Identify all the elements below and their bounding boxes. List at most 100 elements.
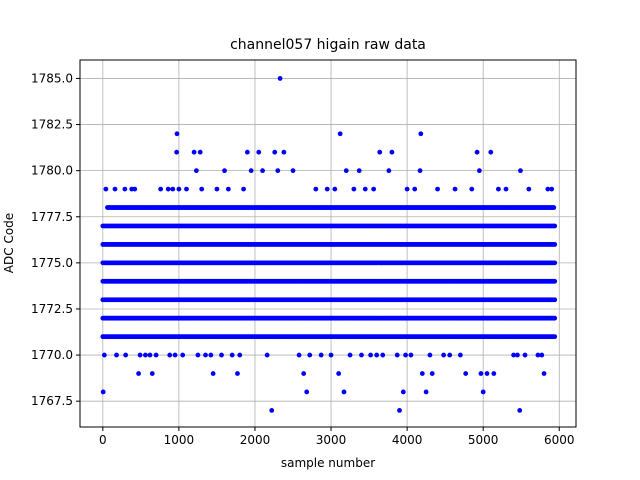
data-point — [149, 371, 155, 376]
data-point — [541, 371, 547, 376]
y-tick-label: 1785.0 — [31, 71, 73, 85]
data-point — [394, 352, 400, 358]
data-point — [552, 278, 558, 284]
data-point — [324, 186, 330, 192]
data-point — [328, 352, 334, 358]
data-point — [214, 186, 220, 192]
data-point — [123, 352, 129, 358]
data-point — [174, 149, 180, 155]
axis-ticks: 0 1000 2000 3000 4000 5000 6000 1767.5 1770.0 177… — [31, 71, 575, 447]
data-point — [195, 352, 201, 358]
data-point — [269, 408, 275, 413]
data-point — [203, 352, 208, 358]
data-point — [165, 186, 171, 192]
data-point — [219, 352, 224, 358]
data-point — [400, 389, 406, 395]
data-point — [174, 131, 180, 137]
data-point — [539, 352, 545, 358]
data-point — [337, 131, 343, 137]
data-point — [488, 149, 494, 155]
data-point — [484, 371, 490, 376]
data-point — [167, 352, 173, 358]
data-point — [248, 168, 254, 174]
data-point — [503, 186, 509, 192]
data-point — [463, 371, 469, 376]
data-point — [147, 352, 153, 358]
data-point — [153, 352, 159, 358]
x-tick-label: 4000 — [392, 433, 423, 447]
x-tick-label: 6000 — [544, 433, 575, 447]
data-point — [362, 186, 368, 192]
data-point — [478, 371, 484, 376]
data-point — [551, 205, 557, 210]
y-tick-label: 1775.0 — [31, 256, 73, 270]
data-point — [347, 352, 353, 358]
x-tick-label: 3000 — [316, 433, 347, 447]
x-tick-label: 5000 — [468, 433, 499, 447]
data-point — [235, 371, 240, 376]
data-point — [199, 186, 205, 192]
data-point — [318, 352, 324, 358]
data-point — [404, 186, 410, 192]
data-point — [260, 168, 265, 174]
data-point — [241, 186, 246, 192]
data-point — [480, 389, 486, 395]
data-point — [132, 186, 138, 192]
data-point — [122, 186, 128, 192]
data-point — [403, 352, 408, 358]
data-point — [277, 76, 283, 81]
data-point — [256, 149, 262, 155]
data-point — [304, 389, 310, 395]
data-point — [222, 168, 227, 174]
plot-frame — [79, 59, 577, 428]
data-point — [377, 149, 383, 155]
data-point — [517, 408, 523, 413]
data-point — [535, 352, 541, 358]
data-point — [491, 371, 497, 376]
data-point — [368, 352, 374, 358]
data-point — [374, 352, 380, 358]
data-point — [103, 186, 109, 192]
y-axis-label: ADC Code — [2, 213, 16, 273]
data-point — [313, 186, 319, 192]
data-point — [515, 352, 520, 358]
x-tick-label: 0 — [99, 433, 107, 447]
x-tick-label: 2000 — [240, 433, 271, 447]
data-point — [386, 168, 392, 174]
data-point — [336, 371, 342, 376]
data-point — [158, 186, 164, 192]
data-point — [397, 408, 402, 413]
data-point — [427, 352, 433, 358]
data-point — [229, 352, 235, 358]
data-point — [136, 371, 141, 376]
data-point — [180, 352, 186, 358]
data-point — [380, 352, 386, 358]
data-point — [237, 352, 243, 358]
y-tick-label: 1767.5 — [31, 394, 73, 408]
data-point — [408, 352, 414, 358]
data-point — [356, 168, 362, 174]
data-point — [552, 315, 558, 321]
data-point — [447, 352, 453, 358]
data-point — [469, 186, 475, 192]
data-point — [359, 352, 364, 358]
y-tick-label: 1770.0 — [31, 348, 73, 362]
x-tick-label: 1000 — [164, 433, 195, 447]
data-point — [176, 186, 182, 192]
data-point — [112, 186, 118, 192]
x-axis-label: sample number — [281, 456, 375, 470]
data-point — [193, 168, 199, 174]
data-point — [476, 168, 482, 174]
chart-title: channel057 higain raw data — [230, 37, 426, 53]
data-point — [275, 168, 281, 174]
data-point — [114, 352, 119, 358]
data-point — [272, 149, 278, 155]
data-point — [343, 168, 349, 174]
data-point — [290, 168, 296, 174]
data-point — [172, 352, 178, 358]
y-tick-label: 1780.0 — [31, 164, 73, 178]
data-point — [100, 389, 106, 395]
data-point — [441, 352, 447, 358]
